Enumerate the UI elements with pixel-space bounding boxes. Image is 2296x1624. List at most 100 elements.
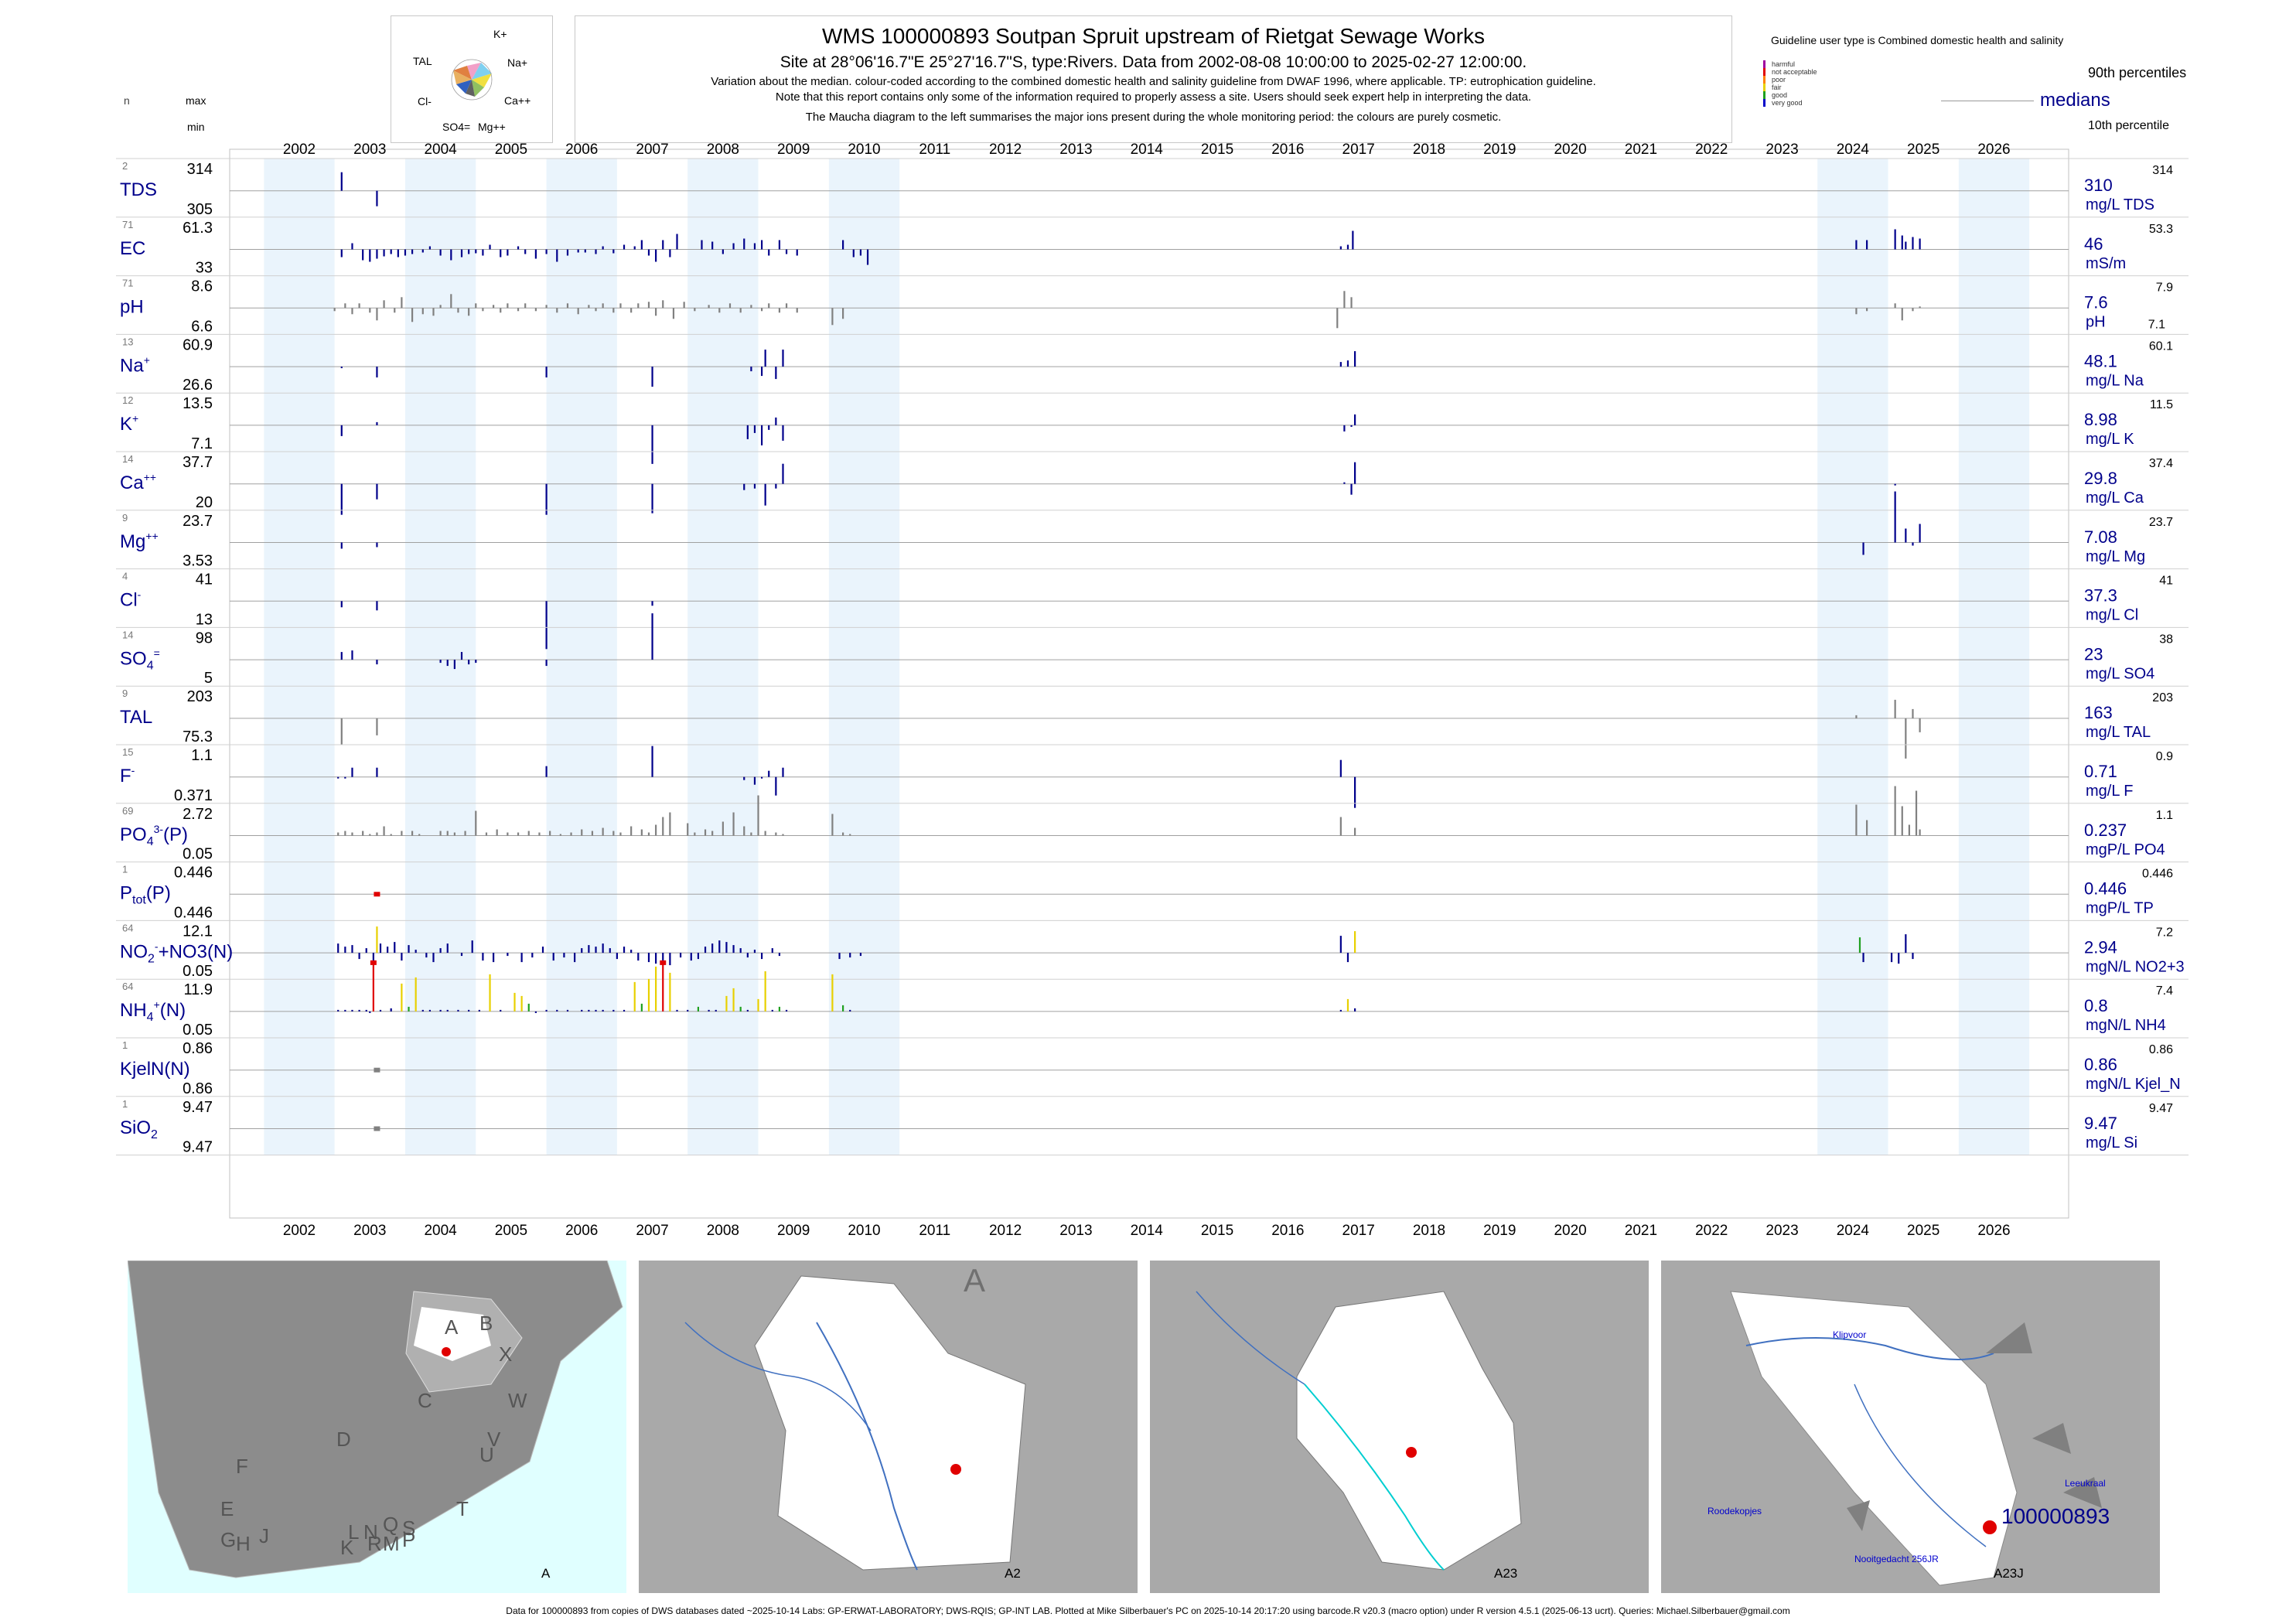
maucha-tal-sector [453,66,472,80]
panel-max-label: 60.9 [183,336,213,353]
panel-median-label: 163 [2084,703,2113,722]
catchment-a2-shape [414,1307,491,1361]
river-line-2 [1196,1291,1305,1385]
x-tick-label-top: 2004 [424,142,457,158]
panel-unit-label: mg/L TDS [2086,196,2154,213]
panel-unit-label: mgN/L NO2+3 [2086,958,2185,975]
x-tick-label-bottom: 2007 [636,1223,668,1239]
maucha-na-sector [472,63,492,80]
x-tick-label-top: 2012 [989,142,1022,158]
drainage-region-letter: V [487,1428,501,1451]
map-a-label: A [541,1566,551,1581]
panel-n-label: 71 [122,219,133,230]
x-tick-label-top: 2005 [495,142,527,158]
min-column-header: min [187,121,205,133]
panel-min-label: 13 [196,611,213,628]
panel-max-label: 37.7 [183,454,213,471]
panel-n-label: 14 [122,629,133,640]
panel-median-label: 7.08 [2084,527,2117,547]
p10-label: 10th percentile [2088,119,2169,132]
panel-n-label: 1 [122,1098,128,1110]
panel-parameter-label: PO43-(P) [120,823,188,848]
note-line-2: Note that this report contains only some… [775,90,1532,104]
panel-min-label: 5 [204,670,213,687]
region-letter: A [964,1262,985,1298]
drainage-region-letter: X [499,1343,512,1366]
map-a23-svg [1196,1291,1522,1571]
panel-parameter-label: NH4+(N) [120,998,186,1024]
x-tick-label-bottom: 2016 [1271,1223,1304,1239]
drainage-region-letter: K [340,1536,354,1559]
drainage-region-letter: Q [383,1513,398,1536]
drainage-region-letter: U [479,1443,494,1466]
site-subtitle: Site at 28°06'16.7"E 25°27'16.7"S, type:… [780,53,1527,71]
panel-median-label: 0.8 [2084,996,2108,1015]
panel-max-label: 61.3 [183,220,213,237]
n-column-header: n [124,94,130,107]
panel-parameter-label: F- [120,764,135,786]
panel-min-label: 0.05 [183,1022,213,1039]
panel-parameter-label: EC [120,238,145,259]
panel-n-label: 9 [122,512,128,524]
panel-max-label: 314 [187,161,213,178]
panel-n-label: 64 [122,922,133,933]
x-tick-label-top: 2007 [636,142,668,158]
panel-median-label: 0.237 [2084,821,2127,840]
site-marker-a2 [950,1464,961,1475]
maucha-label-mg: Mg++ [478,121,506,133]
drainage-region-letter: R [367,1532,382,1555]
panel-unit-label: mg/L F [2086,783,2134,800]
x-tick-label-top: 2003 [353,142,386,158]
guideline-level-5: very good [1763,99,1803,107]
x-tick-label-bottom: 2023 [1765,1223,1798,1239]
year-band [1958,159,2030,1155]
x-tick-label-bottom: 2019 [1483,1223,1516,1239]
panel-unit-label: mg/L Ca [2086,490,2144,507]
map-a23j-svg: Klipvoor Leeukraal Roodekopjes Nooitgeda… [1708,1291,2110,1586]
x-tick-label-top: 2013 [1059,142,1092,158]
x-tick-label-bottom: 2018 [1413,1223,1445,1239]
panel-parameter-label: SO4= [120,647,160,672]
river-line [816,1322,918,1571]
panel-n-label: 2 [122,160,128,172]
x-tick-label-bottom: 2026 [1977,1223,2010,1239]
panel-p90-label: 0.9 [2156,750,2173,763]
panel-p90-label: 60.1 [2149,339,2173,353]
map-a2: A A2 [639,1261,1138,1593]
catchment-a23-shape [1296,1291,1522,1571]
panel-min-label: 3.53 [183,553,213,570]
x-tick-label-bottom: 2011 [919,1223,950,1239]
guideline-level-4: good [1763,91,1787,99]
panel-p90-label: 1.1 [2156,809,2173,822]
panel-n-label: 1 [122,864,128,875]
panel-unit-label: mg/L Si [2086,1134,2137,1151]
maucha-circle [451,59,493,101]
maucha-label-tal: TAL [413,55,432,67]
x-tick-label-top: 2015 [1201,142,1233,158]
year-band [404,159,476,1155]
panel-parameter-label: TDS [120,179,157,200]
river-line [1304,1383,1445,1571]
panel-median-label: 9.47 [2084,1114,2117,1133]
panel-max-label: 13.5 [183,395,213,412]
x-tick-label-bottom: 2004 [424,1223,457,1239]
x-tick-label-top: 2017 [1342,142,1375,158]
drainage-region-letter: N [363,1520,378,1544]
panel-parameter-label: Na+ [120,353,150,376]
x-tick-label-top: 2023 [1765,142,1798,158]
drainage-region-letter: C [418,1389,432,1412]
panel-median-label: 23 [2084,644,2103,664]
x-tick-label-bottom: 2017 [1342,1223,1375,1239]
x-tick-label-top: 2014 [1131,142,1164,158]
panel-min-label: 26.6 [183,377,213,394]
year-band [546,159,617,1155]
panel-min-label: 0.371 [174,787,213,804]
x-tick-label-top: 2009 [777,142,810,158]
x-tick-label-top: 2011 [919,142,950,158]
panel-p90-label: 38 [2159,633,2173,646]
guideline-swatch [1763,68,1765,76]
x-tick-label-bottom: 2012 [989,1223,1022,1239]
panel-min-label: 0.05 [183,963,213,980]
guideline-level-label: harmful [1772,60,1796,68]
